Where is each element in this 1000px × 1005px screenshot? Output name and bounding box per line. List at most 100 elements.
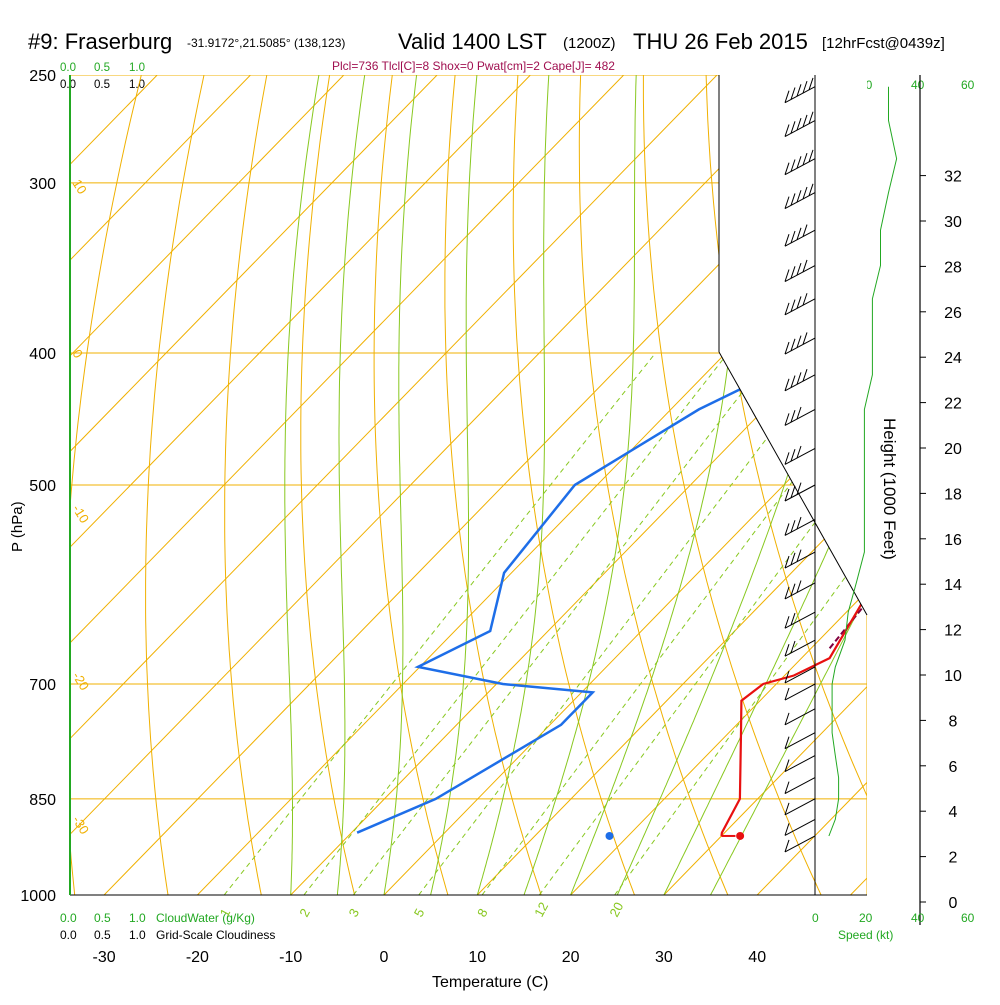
height-tick-24: 24	[944, 350, 962, 367]
valid-date: THU 26 Feb 2015	[633, 29, 808, 54]
cloudiness-tick-2: 1.0	[129, 79, 145, 91]
height-tick-6: 6	[949, 759, 958, 776]
speed-top-40: 40	[911, 78, 925, 92]
temperature-tick--20: -20	[186, 949, 209, 966]
cloudiness-tick-1: 0.5	[94, 79, 110, 91]
site-coords: -31.9172°,21.5085° (138,123)	[187, 36, 345, 50]
temperature-tick--10: -10	[279, 949, 302, 966]
wind-barb	[785, 778, 815, 794]
wind-barb	[785, 612, 815, 628]
pressure-tick-250: 250	[29, 68, 56, 85]
height-tick-8: 8	[949, 713, 958, 730]
zulu-time: (1200Z)	[563, 35, 616, 52]
cloudwater-tick-1: 0.5	[94, 62, 110, 74]
speed-bottom-60: 60	[961, 911, 975, 925]
height-tick-14: 14	[944, 577, 962, 594]
temperature-tick-20: 20	[562, 949, 580, 966]
cloud-scale-top: 0.0 0.5 1.0 0.0 0.5 1.0	[60, 62, 145, 91]
pressure-tick-850: 850	[29, 792, 56, 809]
height-tick-2: 2	[949, 850, 958, 867]
wind-barb	[785, 756, 815, 772]
temperature-tick-10: 10	[468, 949, 486, 966]
height-tick-18: 18	[944, 486, 962, 503]
height-tick-30: 30	[944, 214, 962, 231]
pressure-tick-700: 700	[29, 677, 56, 694]
surface-temperature-marker	[736, 832, 744, 840]
y-axis-label: P (hPa)	[9, 501, 26, 552]
mixing-ratio-label-3: 3	[346, 906, 363, 919]
valid-time: Valid 1400 LST	[398, 29, 547, 54]
cloudiness-bottom-2: 1.0	[129, 928, 146, 942]
height-tick-4: 4	[949, 804, 958, 821]
wind-barb-shaft	[785, 552, 815, 568]
height-tick-16: 16	[944, 532, 962, 549]
isotherm-label-10: 10	[69, 176, 89, 196]
wind-barb	[785, 550, 815, 568]
cloudwater-bottom-0: 0.0	[60, 911, 77, 925]
mixing-ratio-line-3	[353, 353, 772, 895]
height-tick-10: 10	[944, 668, 962, 685]
wind-barb-shaft	[785, 733, 815, 749]
wind-barb-shaft	[785, 778, 815, 794]
wind-barb	[785, 799, 815, 815]
cloudwater-tick-0: 0.0	[60, 62, 76, 74]
wind-barb	[785, 667, 815, 683]
wind-barb-shaft	[785, 819, 815, 835]
parcel-params: Plcl=736 Tlcl[C]=8 Shox=0 Pwat[cm]=2 Cap…	[332, 59, 615, 73]
isotherm-50	[851, 75, 1000, 895]
speed-axis-label: Speed (kt)	[838, 928, 893, 942]
temperature-tick--30: -30	[93, 949, 116, 966]
pressure-tick-1000: 1000	[20, 888, 56, 905]
speed-bottom-0: 0	[812, 911, 819, 925]
mixing-ratio-line-1	[224, 353, 655, 895]
site-title: #9: Fraserburg	[28, 29, 172, 54]
temperature-tick-40: 40	[748, 949, 766, 966]
wind-barb-shaft	[785, 684, 815, 700]
cloud-scale-bottom: 0.0 0.5 1.0 CloudWater (g/Kg) 0.0 0.5 1.…	[60, 911, 275, 942]
x-axis-label: Temperature (C)	[432, 974, 548, 991]
height-tick-22: 22	[944, 396, 962, 413]
cloudwater-bottom-1: 0.5	[94, 911, 111, 925]
wind-barb	[785, 684, 815, 700]
isotherm-label--20: -20	[69, 669, 92, 693]
speed-bottom-20: 20	[859, 911, 873, 925]
height-tick-26: 26	[944, 305, 962, 322]
isotherm-label--30: -30	[69, 813, 92, 837]
temperature-tick-30: 30	[655, 949, 673, 966]
forecast-info: [12hrFcst@0439z]	[822, 35, 945, 52]
height-tick-12: 12	[944, 623, 962, 640]
temperature-tick-0: 0	[380, 949, 389, 966]
cloudiness-tick-0: 0.0	[60, 79, 76, 91]
speed-scale-bottom: 0 20 40 60 Speed (kt)	[812, 911, 975, 942]
mixing-ratio-label-12: 12	[531, 900, 551, 920]
cloudwater-tick-2: 1.0	[129, 62, 145, 74]
mixing-ratio-label-2: 2	[296, 906, 313, 919]
pressure-tick-300: 300	[29, 176, 56, 193]
cloudiness-bottom-0: 0.0	[60, 928, 77, 942]
wind-barb-shaft	[785, 519, 815, 535]
wind-barb-shaft	[785, 799, 815, 815]
wind-barb-shaft	[785, 612, 815, 628]
wind-barb	[785, 517, 815, 535]
mixing-ratio-label-20: 20	[606, 900, 626, 920]
wind-barb-shaft	[785, 667, 815, 683]
height-axis-label: Height (1000 Feet)	[880, 418, 899, 560]
surface-dewpoint-marker	[606, 832, 614, 840]
dry-adiabat-370	[957, 75, 1000, 895]
height-tick-28: 28	[944, 259, 962, 276]
height-tick-32: 32	[944, 169, 962, 186]
dry-adiabat-360	[894, 75, 1000, 895]
pressure-tick-500: 500	[29, 478, 56, 495]
mixing-ratio-label-5: 5	[411, 906, 428, 919]
pressure-tick-400: 400	[29, 346, 56, 363]
speed-top-60: 60	[961, 78, 975, 92]
mixing-ratio-label-8: 8	[474, 906, 491, 919]
wind-barb	[785, 819, 815, 835]
cloudwater-bottom-2: 1.0	[129, 911, 146, 925]
height-tick-20: 20	[944, 441, 962, 458]
cloudiness-label: Grid-Scale Cloudiness	[156, 928, 275, 942]
cloudwater-label: CloudWater (g/Kg)	[156, 911, 255, 925]
isotherm-label--10: -10	[69, 502, 92, 526]
